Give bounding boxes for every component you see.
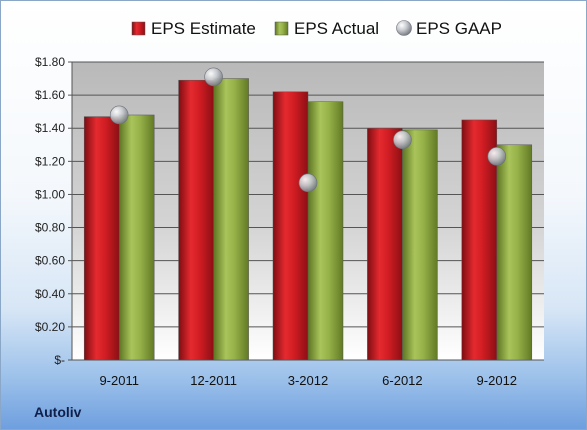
- legend-label-eps-estimate: EPS Estimate: [151, 19, 256, 38]
- y-tick-label: $-: [54, 353, 65, 367]
- bar-eps-actual-6-2012: [402, 129, 438, 361]
- bar-eps-estimate-6-2012: [367, 127, 403, 361]
- bar-eps-actual-3-2012: [307, 101, 344, 361]
- y-tick-label: $1.20: [35, 154, 65, 168]
- gaap-marker-6-2012: [393, 130, 412, 150]
- x-tick-label: 9-2012: [477, 373, 517, 388]
- gaap-marker-3-2012: [298, 173, 318, 193]
- bar-eps-estimate-9-2011: [83, 116, 120, 361]
- legend-label-eps-gaap: EPS GAAP: [416, 19, 502, 38]
- x-tick-label: 3-2012: [288, 373, 328, 388]
- bar-eps-actual-9-2011: [118, 114, 155, 361]
- legend-swatch-eps-estimate: [131, 21, 146, 36]
- x-tick-label: 9-2011: [99, 373, 139, 388]
- x-tick-label: 6-2012: [382, 373, 422, 388]
- company-name: Autoliv: [34, 404, 82, 420]
- bar-eps-estimate-12-2011: [178, 79, 214, 361]
- gaap-marker-12-2011: [204, 67, 223, 87]
- y-tick-label: $0.80: [35, 221, 65, 235]
- bar-eps-actual-12-2011: [213, 78, 249, 361]
- y-tick-label: $1.00: [35, 187, 65, 201]
- y-tick-label: $0.60: [35, 254, 65, 268]
- legend-swatch-eps-actual: [274, 21, 289, 36]
- legend-swatch-eps-gaap: [396, 20, 412, 36]
- bars: [83, 78, 533, 361]
- y-tick-label: $1.80: [35, 55, 65, 69]
- gaap-marker-9-2011: [109, 105, 129, 125]
- y-axis: $- $0.20 $0.40 $0.60 $0.80 $1.00 $1.20 $1.40 $1.…: [35, 55, 73, 367]
- bar-eps-estimate-3-2012: [272, 91, 309, 361]
- x-axis: 9-2011 12-2011 3-2012 6-2012 9-2012: [99, 373, 517, 388]
- bar-eps-actual-9-2012: [496, 144, 533, 361]
- y-tick-label: $1.40: [35, 121, 65, 135]
- gaap-markers: [109, 67, 507, 193]
- y-tick-label: $0.40: [35, 287, 65, 301]
- y-tick-label: $1.60: [35, 88, 65, 102]
- y-tick-label: $0.20: [35, 320, 65, 334]
- legend: EPS Estimate EPS Actual EPS GAAP: [131, 19, 502, 38]
- gaap-marker-9-2012: [487, 147, 507, 166]
- legend-label-eps-actual: EPS Actual: [294, 19, 379, 38]
- x-tick-label: 12-2011: [190, 373, 237, 388]
